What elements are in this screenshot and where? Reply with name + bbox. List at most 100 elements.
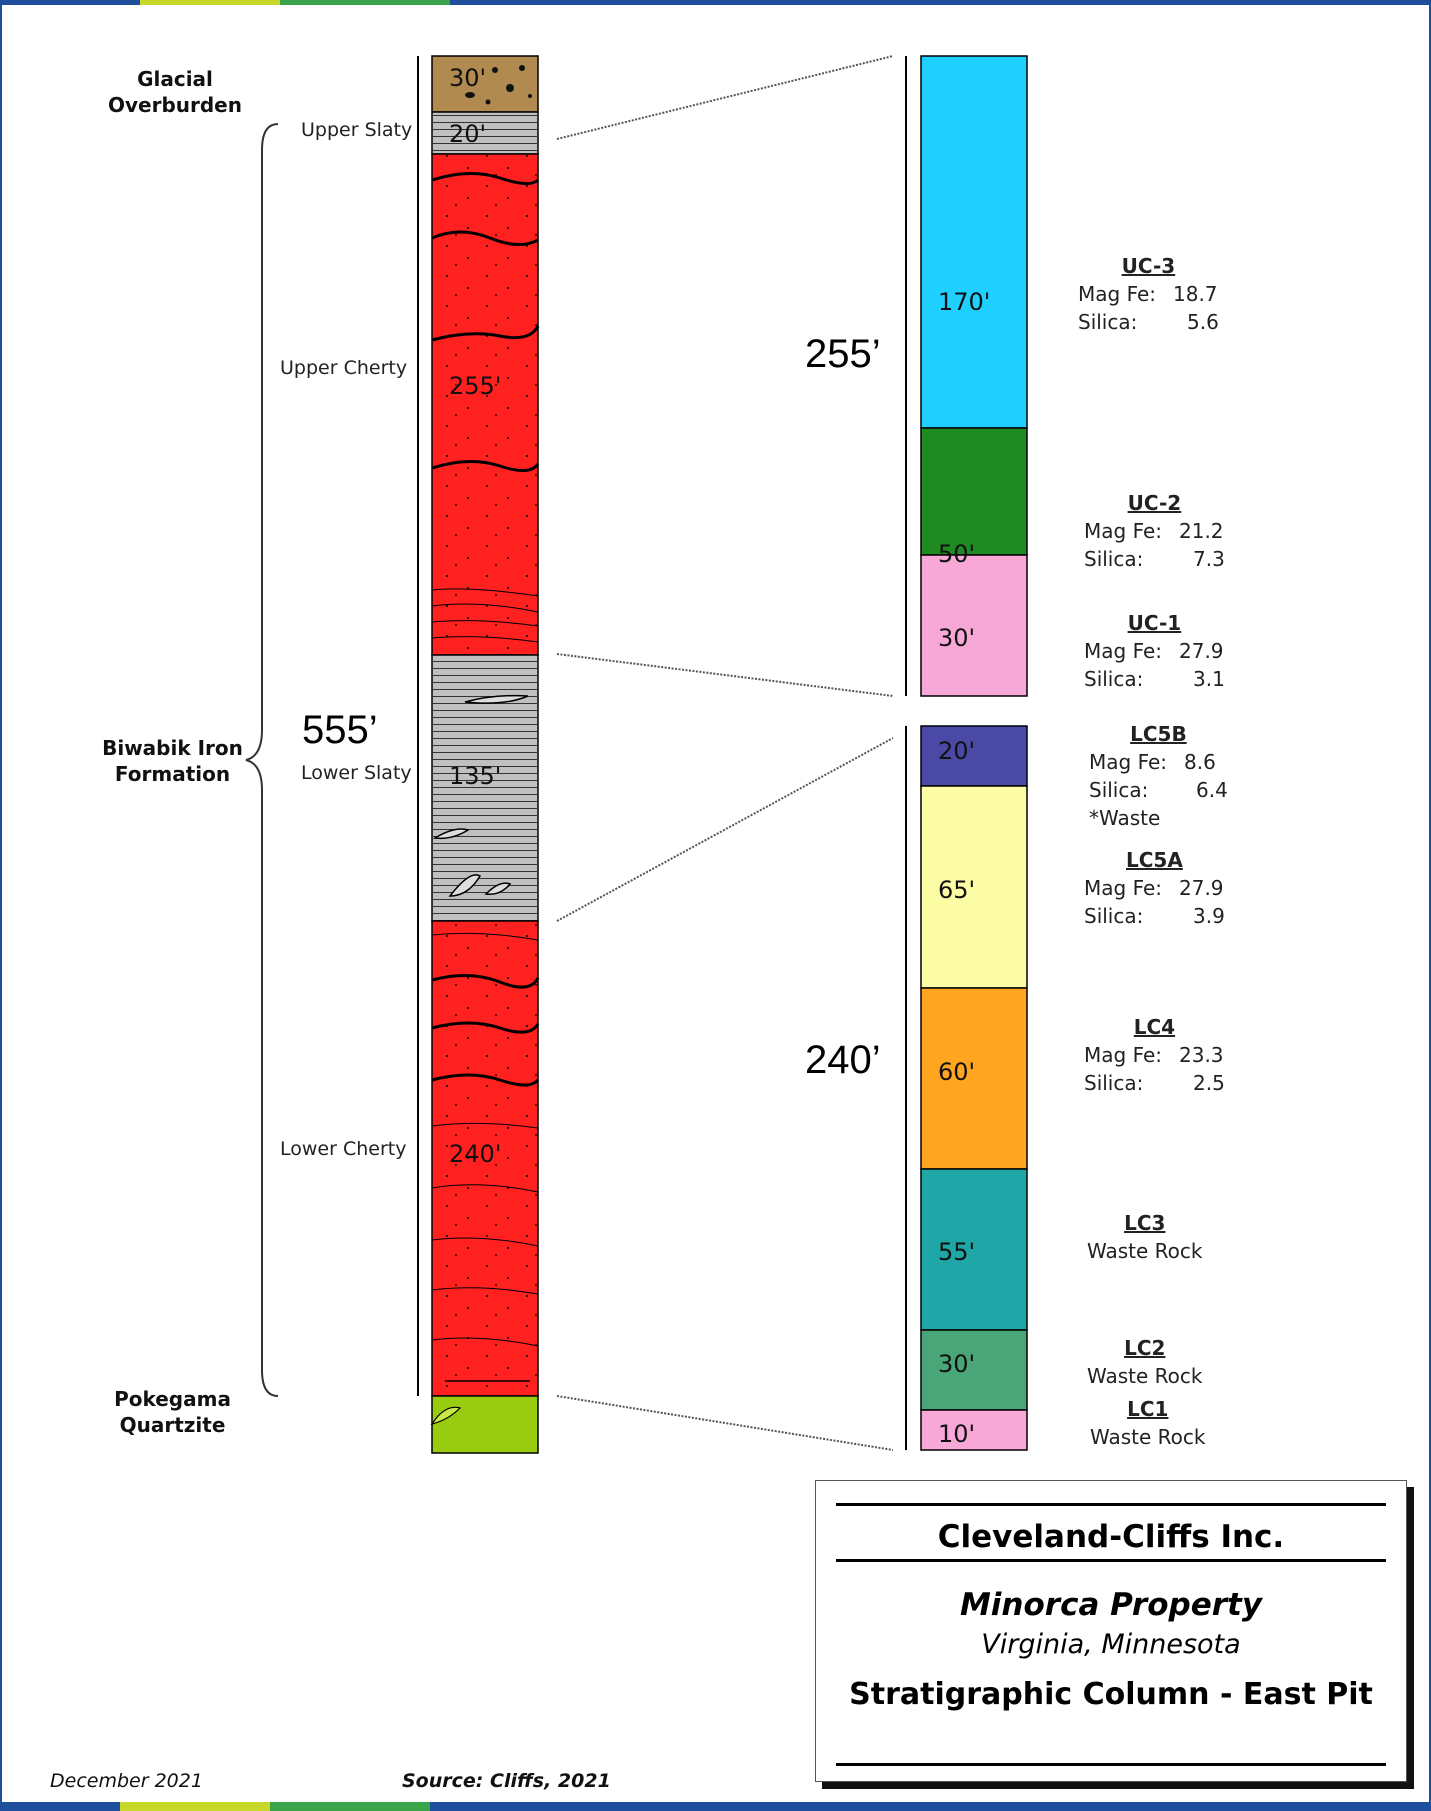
- uc3-detail-layer: [920, 55, 1028, 429]
- silica-label: Silica:: [1084, 1071, 1144, 1095]
- unit-lc5b: LC5B Mag Fe: 8.6 Silica: 6.4 *Waste: [1089, 720, 1228, 832]
- lc1-detail-layer: [920, 1409, 1028, 1451]
- unit-lc4: LC4 Mag Fe: 23.3 Silica: 2.5: [1084, 1013, 1225, 1097]
- magfe-value: 27.9: [1179, 639, 1224, 663]
- unit-lc3: LC3 Waste Rock: [1087, 1209, 1203, 1265]
- lc2-detail-layer: [920, 1329, 1028, 1411]
- glacial-thickness: 30': [449, 64, 487, 92]
- magfe-value: 23.3: [1179, 1043, 1224, 1067]
- magfe-value: 27.9: [1179, 876, 1224, 900]
- unit-lc2: LC2 Waste Rock: [1087, 1334, 1203, 1390]
- lc2-thickness: 30': [938, 1350, 976, 1378]
- upper-cherty-label: Upper Cherty: [280, 357, 408, 379]
- unit-uc3: UC-3 Mag Fe: 18.7 Silica: 5.6: [1078, 252, 1219, 336]
- unit-code: LC5B: [1130, 722, 1187, 746]
- upper-slaty-thickness: 20': [449, 120, 487, 148]
- upper-cherty-total: 255’: [805, 332, 881, 376]
- connector-lines: [556, 55, 894, 1451]
- title-block: Cleveland-Cliffs Inc. Minorca Property V…: [815, 1480, 1407, 1782]
- magfe-label: Mag Fe:: [1078, 282, 1157, 306]
- uc2-detail-layer: [920, 427, 1028, 556]
- magfe-value: 21.2: [1179, 519, 1224, 543]
- title-rule-top: [836, 1503, 1386, 1506]
- biwabik-brace: [245, 123, 279, 1397]
- magfe-label: Mag Fe:: [1084, 1043, 1163, 1067]
- unit-code: UC-2: [1127, 491, 1182, 515]
- uc1-detail-layer: [920, 554, 1028, 697]
- magfe-label: Mag Fe:: [1089, 750, 1168, 774]
- uc2-thickness: 50': [938, 540, 976, 568]
- waste-note: *Waste: [1089, 806, 1161, 830]
- glacial-layer: [431, 55, 539, 113]
- pokegama-label: Pokegama Quartzite: [114, 1387, 231, 1437]
- uc1-thickness: 30': [938, 624, 976, 652]
- unit-desc: Waste Rock: [1087, 1364, 1203, 1388]
- glacial-label: Glacial Overburden: [107, 67, 242, 117]
- lower-cherty-total: 240’: [805, 1038, 881, 1082]
- lc1-thickness: 10': [938, 1420, 976, 1448]
- footer-source: Source: Cliffs, 2021: [402, 1770, 611, 1792]
- lc5a-detail-layer: [920, 785, 1028, 989]
- silica-value: 7.3: [1193, 547, 1225, 571]
- silica-value: 2.5: [1193, 1071, 1225, 1095]
- upper-cherty-bands: [431, 171, 540, 643]
- magfe-label: Mag Fe:: [1084, 639, 1163, 663]
- footer-date: December 2021: [50, 1770, 203, 1792]
- unit-uc1: UC-1 Mag Fe: 27.9 Silica: 3.1: [1084, 609, 1225, 693]
- top-color-bar: [0, 0, 1431, 5]
- silica-label: Silica:: [1084, 667, 1144, 691]
- unit-code: UC-3: [1121, 254, 1176, 278]
- company-name: Cleveland-Cliffs Inc.: [937, 1519, 1285, 1555]
- unit-code: LC3: [1124, 1211, 1166, 1235]
- lower-cherty-thickness: 240': [449, 1140, 502, 1168]
- lc3-detail-layer: [920, 1168, 1028, 1331]
- magfe-label: Mag Fe:: [1084, 876, 1163, 900]
- silica-label: Silica:: [1089, 778, 1149, 802]
- unit-lc1: LC1 Waste Rock: [1090, 1395, 1206, 1451]
- unit-code: LC5A: [1125, 848, 1183, 872]
- upper-slaty-label: Upper Slaty: [301, 119, 413, 141]
- silica-label: Silica:: [1084, 547, 1144, 571]
- silica-value: 3.1: [1193, 667, 1225, 691]
- biwabik-label: Biwabik Iron Formation: [102, 736, 243, 786]
- magfe-value: 8.6: [1184, 750, 1216, 774]
- unit-code: LC1: [1127, 1397, 1169, 1421]
- lower-cherty-bands: [431, 932, 540, 1382]
- title-rule-bottom: [836, 1763, 1386, 1766]
- property-name: Minorca Property: [959, 1587, 1263, 1623]
- upper-cherty-thickness: 255': [449, 372, 502, 400]
- unit-lc5a: LC5A Mag Fe: 27.9 Silica: 3.9: [1084, 846, 1225, 930]
- lc4-thickness: 60': [938, 1058, 976, 1086]
- figure-title: Stratigraphic Column - East Pit: [849, 1677, 1373, 1712]
- lc4-detail-layer: [920, 987, 1028, 1170]
- bottom-color-bar: [0, 1802, 1431, 1811]
- lower-slaty-thickness: 135': [449, 762, 502, 790]
- lc5a-thickness: 65': [938, 876, 976, 904]
- silica-value: 3.9: [1193, 904, 1225, 928]
- title-rule-mid: [836, 1559, 1386, 1562]
- magfe-label: Mag Fe:: [1084, 519, 1163, 543]
- unit-uc2: UC-2 Mag Fe: 21.2 Silica: 7.3: [1084, 489, 1225, 573]
- uc3-thickness: 170': [938, 288, 991, 316]
- quartzite-layer: [431, 1395, 539, 1454]
- lower-cherty-label: Lower Cherty: [280, 1138, 407, 1160]
- unit-desc: Waste Rock: [1090, 1425, 1206, 1449]
- lower-slaty-label: Lower Slaty: [301, 762, 412, 784]
- glacial-pebbles: [465, 65, 532, 105]
- silica-value: 5.6: [1187, 310, 1219, 334]
- unit-desc: Waste Rock: [1087, 1239, 1203, 1263]
- lc5b-thickness: 20': [938, 737, 976, 765]
- unit-code: UC-1: [1127, 611, 1182, 635]
- lc3-thickness: 55': [938, 1238, 976, 1266]
- property-location: Virginia, Minnesota: [981, 1629, 1241, 1660]
- unit-code: LC4: [1133, 1015, 1176, 1039]
- unit-code: LC2: [1124, 1336, 1166, 1360]
- lower-slaty-lenses: [432, 694, 529, 897]
- silica-label: Silica:: [1078, 310, 1138, 334]
- silica-value: 6.4: [1196, 778, 1228, 802]
- biwabik-total: 555’: [302, 708, 378, 752]
- lc5b-detail-layer: [920, 725, 1028, 787]
- silica-label: Silica:: [1084, 904, 1144, 928]
- magfe-value: 18.7: [1173, 282, 1218, 306]
